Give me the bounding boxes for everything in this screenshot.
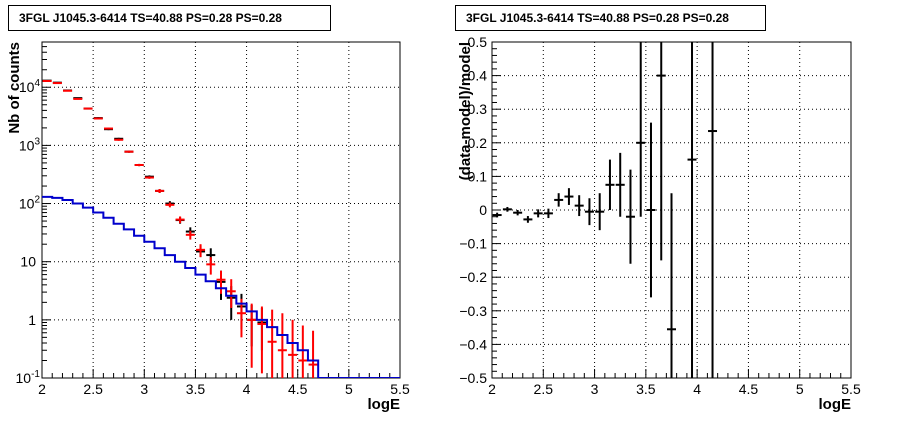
data-layer: [492, 42, 718, 378]
x-tick-label: 3.5: [636, 381, 656, 397]
y-tick-label: 1: [28, 312, 36, 328]
y-tick-label: 102: [19, 195, 41, 212]
x-tick-label: 4: [243, 381, 251, 397]
y-tick-label: −0.4: [459, 336, 487, 352]
y-tick-label: 0.2: [468, 135, 488, 151]
x-tick-label: 2.5: [83, 381, 103, 397]
counts-chart: 2 2.5 3 3.5 4 4.5 5 5.5 10-1 1 10 102 103 104 logE Nb o…: [6, 41, 410, 413]
x-tick-label: 5.5: [841, 381, 861, 397]
x-tick-label: 4: [693, 381, 701, 397]
x-axis-label: logE: [368, 396, 401, 413]
x-tick-label: 2: [38, 381, 46, 397]
x-tick-label: 2: [488, 381, 496, 397]
y-axis-label: Nb of counts: [6, 42, 23, 134]
y-tick-label: 103: [19, 136, 41, 153]
y-tick-label: 104: [19, 78, 41, 95]
x-tick-label: 5: [796, 381, 804, 397]
x-tick-label: 3: [140, 381, 148, 397]
data-layer: [42, 79, 400, 378]
y-tick-label: −0.2: [459, 269, 487, 285]
x-tick-label: 4.5: [739, 381, 759, 397]
plot-frame: [41, 41, 401, 379]
y-tick-label: 0.3: [468, 101, 488, 117]
model-step-line: [42, 195, 400, 378]
y-tick-label: 10: [20, 254, 36, 270]
y-axis-label: (data-model)/model: [457, 42, 474, 180]
y-tick-label: 0.1: [468, 168, 488, 184]
y-tick-label: 10-1: [16, 369, 41, 386]
x-tick-label: 2.5: [534, 381, 554, 397]
x-tick-label: 5.5: [390, 381, 410, 397]
y-tick-label: 0.5: [468, 34, 488, 50]
chart-title-counts: 3FGL J1045.3-6414 TS=40.88 PS=0.28 PS=0.…: [8, 5, 331, 31]
x-tick-label: 5: [345, 381, 353, 397]
x-tick-label: 3: [591, 381, 599, 397]
x-tick-label: 3.5: [186, 381, 206, 397]
y-tick-label: −0.3: [459, 303, 487, 319]
residuals-chart: 2 2.5 3 3.5 4 4.5 5 5.5 −0.5 −0.4 −0.3 −0.2 −0.1 0 0.1…: [457, 34, 861, 413]
x-axis-label: logE: [819, 396, 852, 413]
y-tick-label: −0.1: [459, 236, 487, 252]
y-tick-label: 0.4: [468, 68, 488, 84]
chart-title-residuals: 3FGL J1045.3-6414 TS=40.88 PS=0.28 PS=0.…: [455, 5, 766, 31]
y-tick-label: 0: [479, 202, 487, 218]
x-tick-label: 4.5: [288, 381, 308, 397]
y-tick-label: −0.5: [459, 370, 487, 386]
